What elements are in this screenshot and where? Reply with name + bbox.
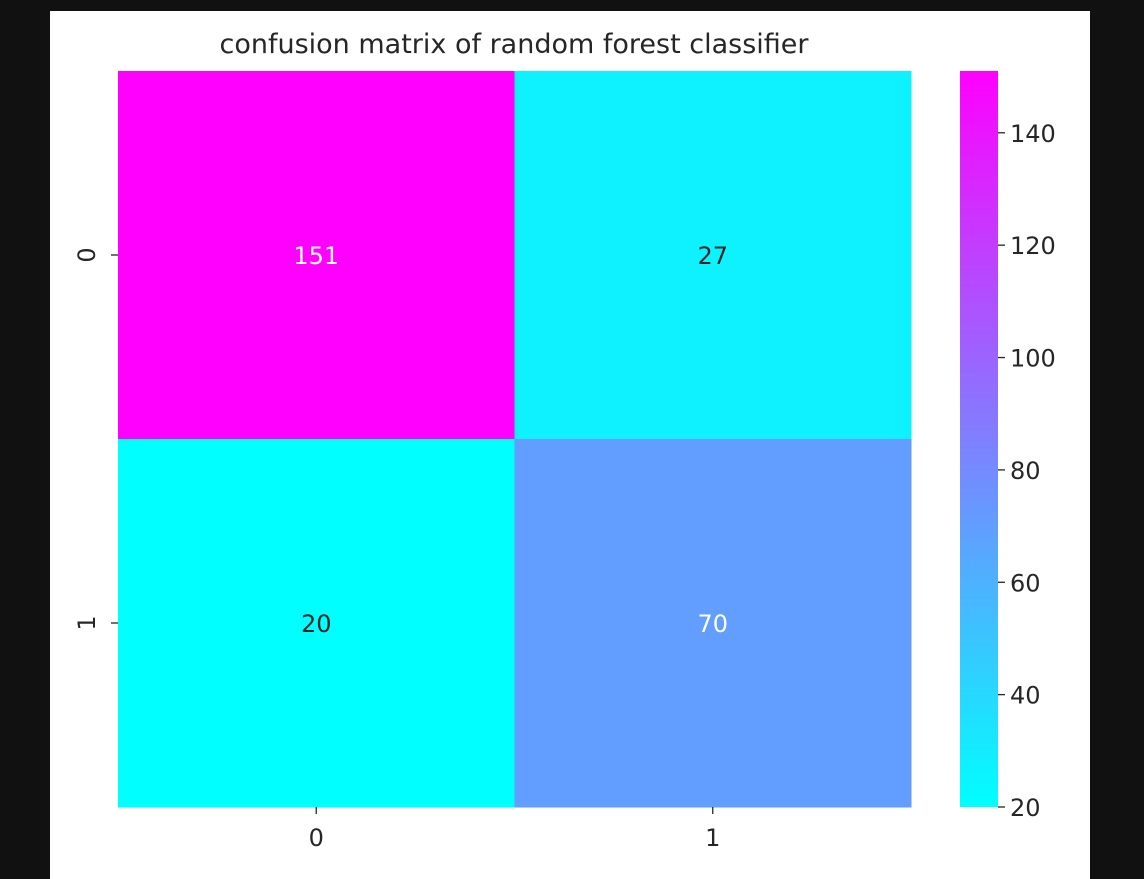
heatmap-chart: confusion matrix of random forest classi… [73,29,1056,852]
y-tick-label: 0 [73,247,101,262]
y-axis: 01 [73,247,118,631]
x-tick-label: 1 [705,824,720,852]
cell-value-label: 151 [293,242,339,270]
cell-value-label: 27 [697,242,728,270]
figure: confusion matrix of random forest classi… [50,11,1090,879]
colorbar-tick-label: 40 [1010,682,1041,710]
y-tick-label: 1 [73,615,101,630]
colorbar [960,71,998,807]
cell-value-label: 70 [697,610,728,638]
heatmap-cell [514,439,912,808]
colorbar-tick-label: 100 [1010,345,1056,373]
heatmap-cells [118,71,912,808]
heatmap-cell-labels: 151 27 20 70 [293,242,728,638]
colorbar-tick-label: 120 [1010,232,1056,260]
colorbar-tick-label: 140 [1010,120,1056,148]
heatmap-cell [514,71,912,440]
colorbar-ticks: 20 40 60 80 100 120 140 [998,120,1056,822]
x-tick-label: 0 [309,824,324,852]
colorbar-tick-label: 80 [1010,457,1041,485]
chart-title: confusion matrix of random forest classi… [219,29,809,60]
cell-value-label: 20 [301,610,332,638]
colorbar-tick-label: 20 [1010,794,1041,822]
colorbar-gradient [960,71,998,807]
heatmap-cell [118,71,515,440]
heatmap-cell [118,439,515,808]
colorbar-tick-label: 60 [1010,569,1041,597]
